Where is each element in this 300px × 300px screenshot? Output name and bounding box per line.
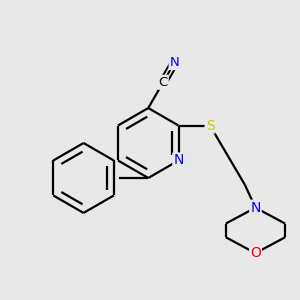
Text: S: S	[206, 118, 214, 133]
Text: N: N	[169, 56, 179, 69]
Text: C: C	[158, 76, 168, 89]
Text: N: N	[173, 154, 184, 167]
Text: N: N	[250, 201, 261, 215]
Text: O: O	[250, 246, 261, 260]
